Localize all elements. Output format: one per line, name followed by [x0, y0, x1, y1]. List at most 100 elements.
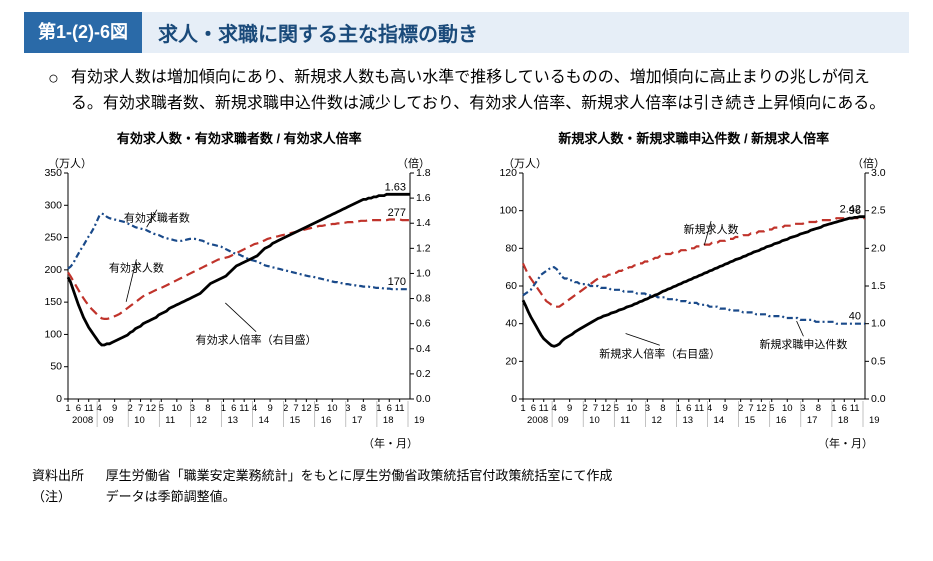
svg-text:50: 50: [50, 361, 62, 373]
svg-text:1.0: 1.0: [871, 318, 886, 330]
svg-text:13: 13: [682, 415, 693, 426]
svg-text:350: 350: [44, 167, 62, 179]
svg-text:6: 6: [530, 403, 535, 414]
svg-text:12: 12: [651, 415, 662, 426]
svg-text:1.0: 1.0: [416, 268, 431, 280]
svg-text:17: 17: [806, 415, 817, 426]
svg-text:7: 7: [592, 403, 597, 414]
left-annot-2: 有効求人倍率（右目盛）: [196, 333, 317, 347]
right-endval-new_ratio: 2.42: [839, 204, 860, 216]
svg-text:150: 150: [44, 296, 62, 308]
svg-text:09: 09: [103, 415, 114, 426]
svg-text:11: 11: [165, 415, 175, 426]
chart-left-col: 有効求人数・有効求職者数 / 有効求人倍率 （万人）（倍）05010015020…: [24, 128, 455, 453]
svg-text:10: 10: [626, 403, 637, 414]
svg-text:11: 11: [620, 415, 630, 426]
svg-text:9: 9: [722, 403, 727, 414]
svg-text:8: 8: [660, 403, 665, 414]
svg-text:20: 20: [505, 356, 517, 368]
left-annot-0: 有効求職者数: [124, 211, 190, 225]
svg-text:14: 14: [259, 415, 270, 426]
svg-text:8: 8: [361, 403, 366, 414]
svg-text:0: 0: [511, 393, 517, 405]
svg-text:2008: 2008: [527, 415, 548, 426]
svg-text:0.5: 0.5: [871, 356, 886, 368]
left-endval-seekers: 170: [388, 276, 406, 288]
svg-text:6: 6: [231, 403, 236, 414]
note-text: データは季節調整値。: [106, 489, 236, 504]
figure-title: 求人・求職に関する主な指標の動き: [142, 12, 909, 53]
source-text: 厚生労働省「職業安定業務統計」をもとに厚生労働省政策統括官付政策統括室にて作成: [106, 468, 613, 483]
svg-text:40: 40: [505, 318, 517, 330]
svg-text:8: 8: [205, 403, 210, 414]
left-x-label: （年・月）: [363, 436, 418, 450]
svg-text:12: 12: [600, 403, 611, 414]
svg-text:0.0: 0.0: [871, 393, 886, 405]
chart-left-wrap: （万人）（倍）0501001502002503003500.00.20.40.6…: [24, 153, 455, 453]
svg-text:0.8: 0.8: [416, 293, 431, 305]
chart-right-col: 新規求人数・新規求職申込件数 / 新規求人倍率 （万人）（倍）020406080…: [479, 128, 910, 453]
svg-text:12: 12: [146, 403, 157, 414]
svg-text:200: 200: [44, 264, 62, 276]
summary-text: 有効求人数は増加傾向にあり、新規求人数も高い水準で推移しているものの、増加傾向に…: [71, 65, 901, 116]
svg-text:6: 6: [841, 403, 846, 414]
svg-text:0.4: 0.4: [416, 343, 431, 355]
svg-text:1: 1: [520, 403, 525, 414]
svg-text:100: 100: [44, 329, 62, 341]
svg-text:1.5: 1.5: [871, 280, 886, 292]
svg-text:6: 6: [76, 403, 81, 414]
footer-block: 資料出所 厚生労働省「職業安定業務統計」をもとに厚生労働省政策統括官付政策統括室…: [24, 465, 909, 505]
svg-text:7: 7: [293, 403, 298, 414]
svg-text:11: 11: [538, 403, 548, 414]
svg-text:0.6: 0.6: [416, 318, 431, 330]
note-line: （注） データは季節調整値。: [24, 486, 909, 505]
charts-container: 有効求人数・有効求職者数 / 有効求人倍率 （万人）（倍）05010015020…: [24, 128, 909, 453]
svg-text:11: 11: [849, 403, 859, 414]
right-endval-new_seekers: 40: [848, 311, 860, 323]
chart-left-title: 有効求人数・有効求職者数 / 有効求人倍率: [24, 128, 455, 147]
svg-text:6: 6: [686, 403, 691, 414]
page-root: 第1-(2)-6図 求人・求職に関する主な指標の動き ○ 有効求人数は増加傾向に…: [0, 0, 933, 519]
svg-text:16: 16: [321, 415, 332, 426]
svg-text:10: 10: [134, 415, 145, 426]
svg-text:1.4: 1.4: [416, 217, 431, 229]
svg-text:12: 12: [756, 403, 767, 414]
svg-text:11: 11: [694, 403, 704, 414]
summary-block: ○ 有効求人数は増加傾向にあり、新規求人数も高い水準で推移しているものの、増加傾…: [48, 65, 901, 116]
right-annot-1: 新規求人倍率（右目盛）: [599, 346, 720, 360]
svg-text:6: 6: [387, 403, 392, 414]
right-x-label: （年・月）: [818, 436, 873, 450]
chart-right-svg: （万人）（倍）0204060801001200.00.51.01.52.02.5…: [479, 153, 909, 453]
svg-text:11: 11: [84, 403, 94, 414]
svg-text:1.2: 1.2: [416, 243, 431, 255]
svg-text:2.5: 2.5: [871, 205, 886, 217]
svg-text:0.0: 0.0: [416, 393, 431, 405]
right-annot-0: 新規求人数: [683, 222, 738, 236]
svg-text:19: 19: [414, 415, 425, 426]
svg-text:13: 13: [227, 415, 238, 426]
svg-text:100: 100: [499, 205, 517, 217]
svg-text:11: 11: [239, 403, 249, 414]
left-annot-1: 有効求人数: [109, 261, 164, 275]
svg-text:0: 0: [56, 393, 62, 405]
svg-text:300: 300: [44, 199, 62, 211]
right-series-new_ratio: [523, 217, 865, 347]
svg-text:250: 250: [44, 232, 62, 244]
svg-text:1: 1: [65, 403, 70, 414]
svg-text:9: 9: [267, 403, 272, 414]
svg-text:1.6: 1.6: [416, 192, 431, 204]
source-line: 資料出所 厚生労働省「職業安定業務統計」をもとに厚生労働省政策統括官付政策統括室…: [24, 465, 909, 484]
chart-left-svg: （万人）（倍）0501001502002503003500.00.20.40.6…: [24, 153, 454, 453]
summary-bullet: ○: [48, 65, 59, 92]
svg-text:12: 12: [301, 403, 312, 414]
svg-text:12: 12: [196, 415, 207, 426]
left-endval-openings: 277: [388, 207, 406, 219]
chart-right-title: 新規求人数・新規求職申込件数 / 新規求人倍率: [479, 128, 910, 147]
chart-right-wrap: （万人）（倍）0204060801001200.00.51.01.52.02.5…: [479, 153, 910, 453]
svg-text:10: 10: [327, 403, 338, 414]
svg-text:17: 17: [352, 415, 363, 426]
right-annot-2: 新規求職申込件数: [759, 337, 847, 351]
svg-text:18: 18: [383, 415, 394, 426]
figure-title-row: 第1-(2)-6図 求人・求職に関する主な指標の動き: [24, 12, 909, 53]
svg-text:3.0: 3.0: [871, 167, 886, 179]
